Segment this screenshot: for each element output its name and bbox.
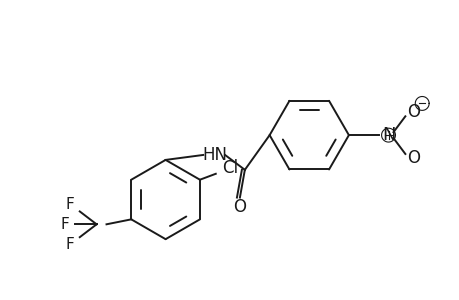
- Text: O: O: [406, 103, 419, 122]
- Text: HN: HN: [202, 146, 227, 164]
- Text: N: N: [381, 126, 394, 144]
- Text: F: F: [61, 217, 69, 232]
- Text: O: O: [406, 149, 419, 167]
- Text: O: O: [233, 199, 246, 217]
- Text: F: F: [65, 237, 74, 252]
- Text: F: F: [65, 197, 74, 212]
- Text: Cl: Cl: [222, 159, 238, 177]
